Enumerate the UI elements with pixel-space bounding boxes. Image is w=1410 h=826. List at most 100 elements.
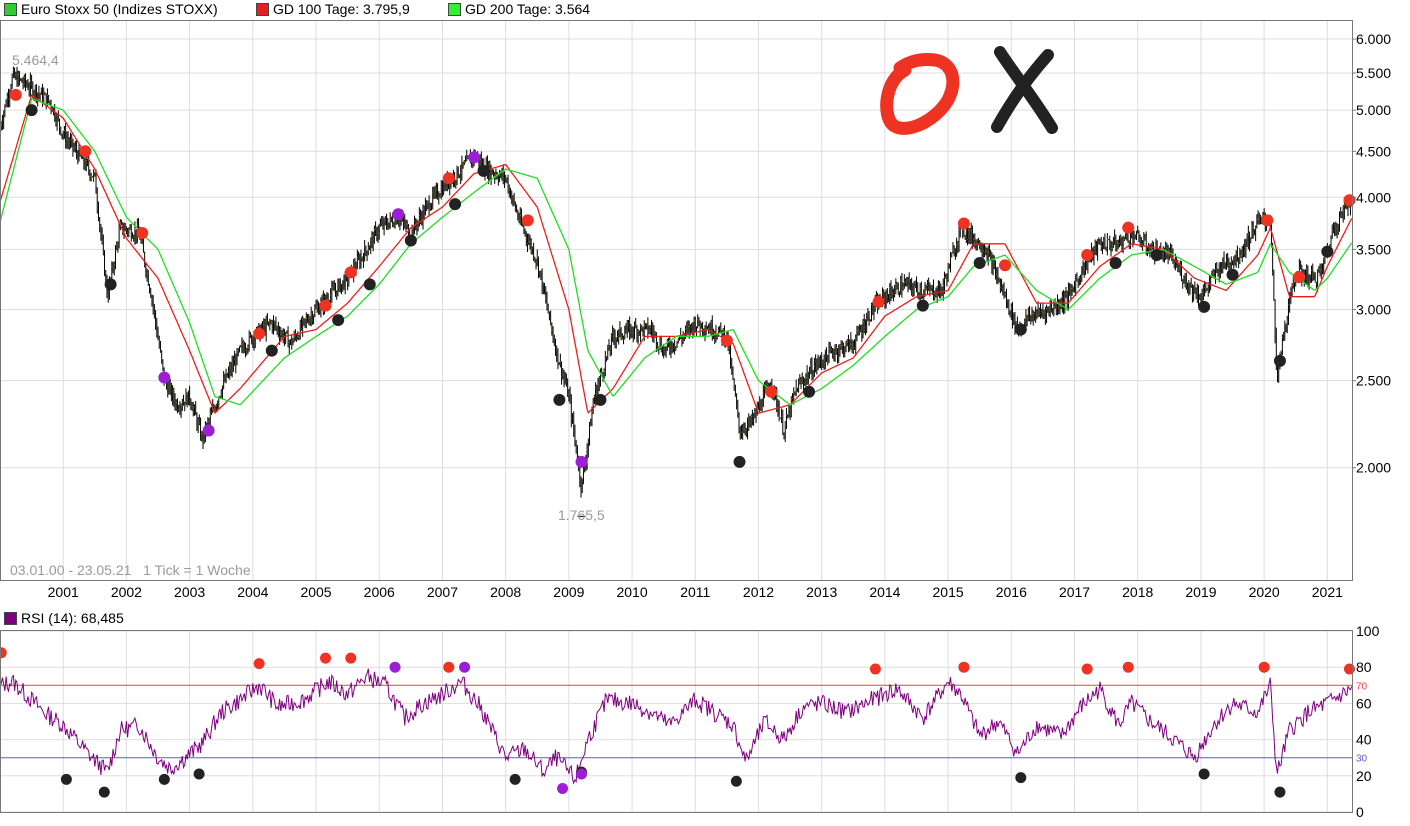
signal-black-12 (363, 278, 376, 291)
rsi-signal-black-1 (60, 773, 72, 785)
y-tick-label-2.500: 2.500 (1356, 373, 1391, 389)
x-tick-label-2008: 2008 (490, 584, 521, 600)
legend-main-3-swatch (448, 2, 461, 16)
rsi-signal-black-11 (509, 773, 521, 785)
x-tick-label-2005: 2005 (300, 584, 331, 600)
signal-red-9 (319, 299, 332, 312)
signal-black-22 (594, 393, 607, 406)
line-series-2 (0, 97, 1353, 406)
rsi-signal-red-17 (958, 661, 970, 673)
signal-red-39 (1261, 214, 1274, 227)
signal-black-37 (1198, 300, 1211, 313)
signal-black-24 (733, 455, 746, 468)
signal-red-7 (253, 327, 266, 340)
signal-black-28 (916, 299, 929, 312)
signal-red-27 (872, 295, 885, 308)
rsi-signal-black-3 (158, 773, 170, 785)
hand-drawn-o-mark (880, 53, 960, 135)
signal-red-11 (344, 266, 357, 279)
signal-black-34 (1109, 256, 1122, 269)
signal-purple-17 (468, 151, 481, 164)
rsi-grid: 0 20 40 60 80 100 70 30 (0, 623, 1380, 820)
signal-red-31 (998, 259, 1011, 272)
x-tick-label-2019: 2019 (1185, 584, 1216, 600)
signal-purple-6 (202, 424, 215, 437)
x-tick-label-2007: 2007 (427, 584, 458, 600)
signal-black-1 (25, 104, 38, 117)
y-tick-label-2.000: 2.000 (1356, 460, 1391, 476)
rsi-lines (0, 668, 1353, 785)
signal-red-25 (765, 385, 778, 398)
y-tick-label-5.000: 5.000 (1356, 102, 1391, 118)
legend-main-2-swatch (256, 2, 269, 16)
rsi-signal-red-6 (320, 652, 332, 664)
price-bars (0, 66, 1354, 498)
x-tick-label-2003: 2003 (174, 584, 205, 600)
line-series-1 (0, 93, 1353, 415)
rsi-signal-red-20 (1122, 661, 1134, 673)
x-tick-label-2021: 2021 (1312, 584, 1343, 600)
signal-red-35 (1122, 221, 1135, 234)
y-tick-label-5.500: 5.500 (1356, 65, 1391, 81)
rsi-signal-black-4 (193, 768, 205, 780)
rsi-signal-purple-8 (389, 661, 401, 673)
y-tick-label-6.000: 6.000 (1356, 31, 1391, 47)
signal-black-32 (1014, 323, 1027, 336)
x-tick-label-2013: 2013 (806, 584, 837, 600)
main-grid: 2001 2002 2003 2004 2005 2006 2007 2008 2009 2010… (0, 20, 1391, 812)
rsi-line (0, 668, 1353, 785)
signal-black-3 (104, 278, 117, 291)
rsi-signal-black-18 (1015, 772, 1027, 784)
rsi-y-tick-label-60: 60 (1356, 695, 1372, 711)
hand-drawn-x-mark (991, 46, 1058, 134)
x-tick-label-2012: 2012 (743, 584, 774, 600)
signal-black-42 (1321, 245, 1334, 258)
signal-black-38 (1226, 268, 1239, 281)
rsi-signal-red-22 (1258, 661, 1270, 673)
signal-red-19 (521, 214, 534, 227)
x-tick-label-2018: 2018 (1122, 584, 1153, 600)
signal-red-41 (1292, 271, 1305, 284)
signal-purple-5 (158, 371, 171, 384)
rsi-signal-purple-14 (576, 768, 588, 780)
x-tick-label-2006: 2006 (364, 584, 395, 600)
legend-rsi-label: RSI (14): 68,485 (21, 610, 124, 626)
rsi-signal-red-7 (345, 652, 357, 664)
signal-black-14 (404, 234, 417, 247)
rsi-y-tick-label-80: 80 (1356, 659, 1372, 675)
signal-black-16 (449, 198, 462, 211)
legend-main-1: Euro Stoxx 50 (Indizes STOXX) (4, 1, 218, 17)
rsi-signal-purple-12 (557, 782, 569, 794)
legend-rsi: RSI (14): 68,485 (4, 610, 124, 626)
signal-purple-13 (392, 208, 405, 221)
legend-main-1-label: Euro Stoxx 50 (Indizes STOXX) (21, 1, 218, 17)
x-tick-label-2009: 2009 (553, 584, 584, 600)
signal-black-18 (477, 164, 490, 177)
price-signals (9, 88, 1356, 517)
rsi-signal-red-16 (869, 663, 881, 675)
rsi-y-tick-label-20: 20 (1356, 768, 1372, 784)
rsi-signal-red-19 (1081, 663, 1093, 675)
signal-black-20 (553, 393, 566, 406)
legend-main-2: GD 100 Tage: 3.795,9 (256, 1, 410, 17)
signal-red-0 (9, 88, 22, 101)
rsi-y-tick-label-40: 40 (1356, 732, 1372, 748)
annotation-high: 5.464,4 (12, 52, 59, 68)
x-tick-label-2020: 2020 (1249, 584, 1280, 600)
x-tick-label-2017: 2017 (1059, 584, 1090, 600)
x-tick-label-2011: 2011 (680, 584, 710, 600)
x-tick-label-2010: 2010 (616, 584, 647, 600)
rsi-signal-red-0 (0, 647, 7, 659)
rsi-ref-label-70: 70 (1356, 681, 1368, 692)
x-tick-label-2001: 2001 (48, 584, 79, 600)
signal-black-30 (973, 256, 986, 269)
signal-red-29 (957, 217, 970, 230)
signal-black-40 (1273, 354, 1286, 367)
legend-main-1-swatch (4, 2, 17, 16)
legend-rsi-swatch (4, 611, 17, 625)
signal-red-33 (1081, 248, 1094, 261)
signal-black-26 (803, 385, 816, 398)
signal-red-43 (1343, 194, 1356, 207)
x-tick-label-2014: 2014 (869, 584, 900, 600)
signal-red-2 (79, 145, 92, 158)
